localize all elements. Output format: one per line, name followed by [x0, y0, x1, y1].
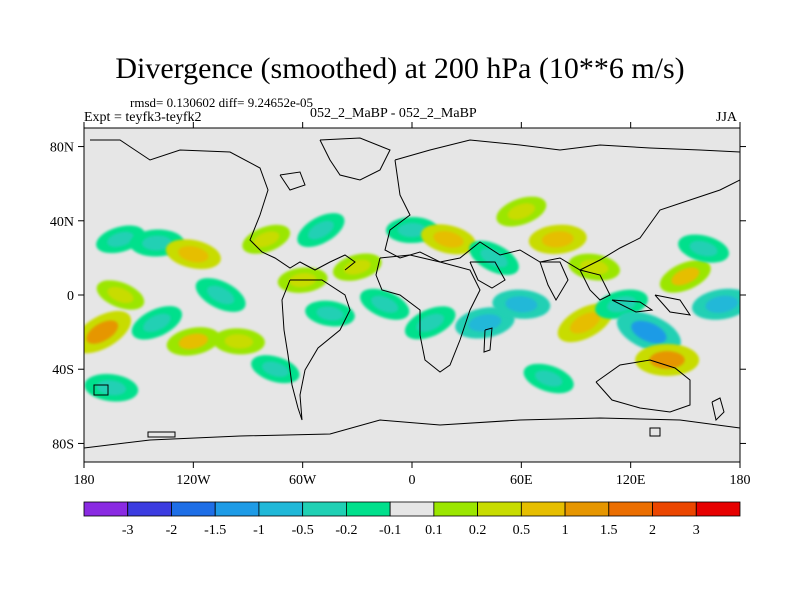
colorbar-label: 1.5: [600, 523, 618, 538]
colorbar-swatch: [171, 501, 216, 517]
colorbar-swatch: [258, 501, 304, 517]
field-core: [416, 313, 445, 332]
colorbar-label: 0.2: [469, 523, 487, 538]
colorbar-label: -3: [122, 523, 134, 538]
field-core: [178, 245, 209, 263]
field-core: [343, 259, 371, 275]
experiment-label: Expt = teyfk3-teyfk2: [84, 110, 202, 125]
coastline-pacific-islands: [93, 384, 661, 437]
colorbar-label: 3: [693, 523, 700, 538]
x-tick-label: 0: [409, 473, 416, 488]
field-core: [705, 295, 739, 313]
coastline-new-zealand: [711, 397, 725, 421]
colorbar-label: -0.5: [292, 523, 314, 538]
x-tick-label: 60W: [289, 473, 317, 488]
coastline-eurasia: [384, 139, 740, 271]
coastline-alaska: [279, 171, 306, 191]
colorbar: -3 -2 -1.5 -1 -0.5 -0.2 -0.1 0.1 0.2 0.5 1 1.5 2 3: [83, 501, 741, 538]
colorbar-label: 2: [649, 523, 656, 538]
field-core: [96, 380, 127, 396]
case-label: 052_2_MaBP - 052_2_MaBP: [310, 106, 477, 121]
colorbar-swatch: [564, 501, 610, 517]
field-core: [224, 334, 254, 349]
colorbar-label: 1: [562, 523, 569, 538]
colorbar-swatch: [695, 501, 741, 517]
coastline-arabia: [469, 261, 506, 289]
x-tick-label: 120W: [176, 473, 211, 488]
colorbar-swatch: [389, 501, 435, 517]
colorbar-swatch: [127, 501, 172, 517]
colorbar-label: -0.2: [335, 523, 357, 538]
y-tick-label: 40S: [52, 363, 74, 378]
stats-label: rmsd= 0.130602 diff= 9.24652e-05: [130, 95, 314, 110]
y-tick-label: 40N: [50, 215, 74, 230]
x-tick-label: 180: [74, 473, 95, 488]
colorbar-swatch: [345, 501, 391, 517]
x-tick-label: 120E: [616, 473, 646, 488]
coastline-greenland: [319, 137, 391, 181]
colorbar-swatch: [477, 501, 522, 517]
field-core: [480, 248, 508, 268]
field-core: [507, 203, 536, 220]
axes: 180 120W 60W 0 60E 120E 180 80N 40N 0 40S 80S: [50, 122, 751, 488]
field-core: [253, 231, 280, 248]
coastline-north-america: [90, 139, 356, 271]
field-core: [649, 351, 685, 369]
coastline-antarctica: [84, 417, 740, 449]
coastlines: [84, 137, 740, 449]
field-core: [206, 285, 235, 305]
colorbar-swatch: [520, 501, 566, 517]
field-core: [178, 333, 208, 350]
coastline-madagascar: [483, 327, 493, 353]
field-core: [307, 220, 334, 240]
y-tick-label: 0: [67, 289, 74, 304]
colorbar-swatch: [433, 501, 479, 517]
coastline-africa: [375, 254, 481, 373]
colorbar-label: -1: [253, 523, 265, 538]
field-core: [671, 267, 700, 286]
field-core: [86, 320, 119, 344]
coastline-antarctic-island: [147, 431, 176, 438]
field-core: [107, 231, 134, 247]
colorbar-label: -2: [166, 523, 178, 538]
colorbar-swatch: [83, 501, 129, 517]
colorbar-label: 0.1: [425, 523, 443, 538]
chart-title: Divergence (smoothed) at 200 hPa (10**6 …: [115, 52, 685, 85]
colorbar-label: -1.5: [204, 523, 226, 538]
coastline-south-america: [281, 279, 351, 421]
field-core: [689, 240, 718, 257]
coastline-se-asia: [579, 269, 692, 316]
field-core: [262, 361, 289, 377]
field-core: [631, 320, 667, 344]
field-core: [142, 235, 172, 251]
x-tick-label: 60E: [510, 473, 533, 488]
coastline-india: [539, 261, 569, 302]
coastline-australia: [595, 359, 691, 413]
field-core: [534, 370, 563, 387]
colorbar-swatch: [652, 501, 697, 517]
field-core: [371, 295, 399, 313]
field-core: [397, 222, 427, 238]
field-core: [580, 259, 609, 275]
field-core: [107, 286, 134, 304]
field-core: [570, 312, 601, 334]
season-label: JJA: [716, 110, 738, 125]
field-core: [505, 296, 538, 313]
colorbar-swatch: [608, 501, 653, 517]
colorbar-swatch: [214, 501, 260, 517]
colorbar-label: -0.1: [379, 523, 401, 538]
y-tick-label: 80S: [52, 437, 74, 452]
field-core: [316, 306, 344, 321]
y-tick-label: 80N: [50, 141, 74, 156]
field-core: [541, 231, 574, 248]
field-core: [468, 314, 502, 332]
field-core: [143, 313, 171, 333]
field-layer: [84, 196, 740, 402]
colorbar-swatch: [302, 501, 347, 517]
colorbar-label: 0.5: [513, 523, 531, 538]
field-core: [433, 231, 464, 248]
x-tick-label: 180: [730, 473, 751, 488]
